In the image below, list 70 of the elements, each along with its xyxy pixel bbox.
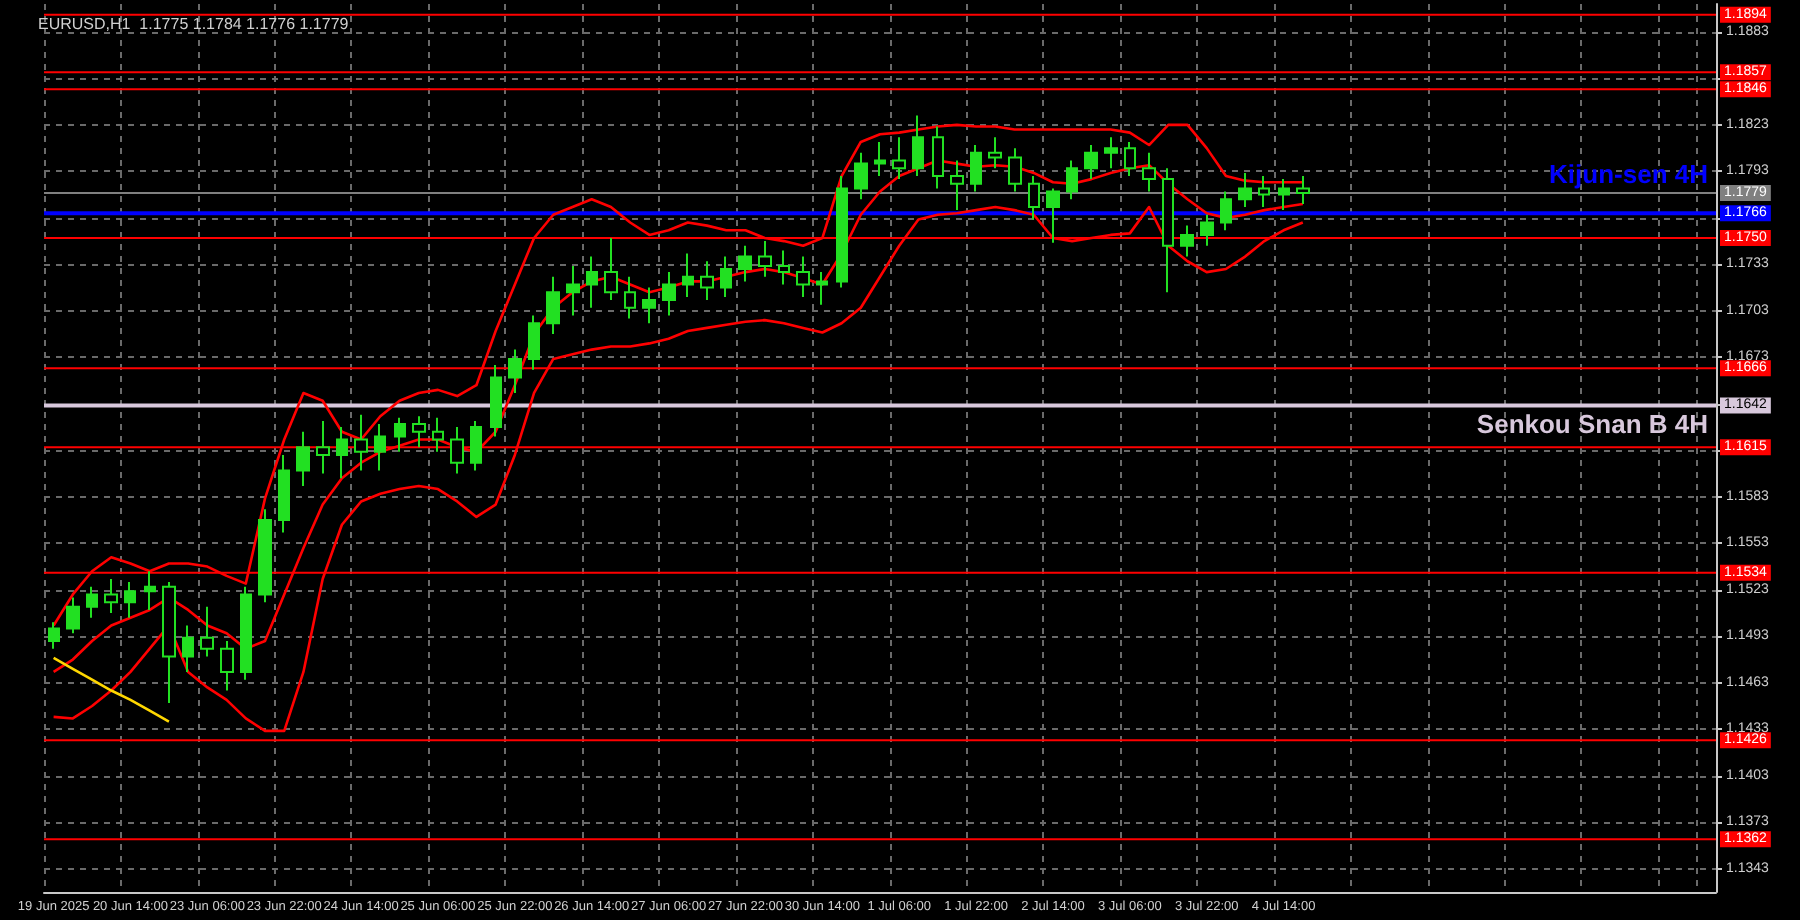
candlestick	[220, 639, 234, 692]
candlestick	[104, 577, 118, 615]
candlestick	[1028, 175, 1040, 221]
candlestick	[1238, 171, 1252, 209]
candlestick	[1124, 140, 1136, 178]
candlestick	[1296, 175, 1310, 205]
candlestick	[1084, 144, 1098, 181]
candlestick	[48, 621, 60, 650]
candlestick	[1046, 187, 1060, 244]
candlestick	[1220, 190, 1232, 232]
candlestick	[200, 605, 214, 658]
candlestick	[278, 453, 290, 534]
candlestick	[66, 596, 80, 635]
candlestick	[854, 151, 868, 201]
candlestick	[316, 419, 330, 475]
candlestick	[240, 585, 252, 681]
candlestick	[624, 275, 636, 320]
candlestick	[642, 286, 656, 325]
candlestick	[374, 422, 386, 472]
candlestick	[182, 624, 194, 673]
candlestick	[1142, 151, 1156, 193]
candlestick	[86, 585, 98, 619]
candlestick	[412, 415, 426, 449]
candlestick	[586, 255, 598, 309]
candlestick	[508, 348, 522, 394]
candlestick	[682, 252, 694, 298]
candlestick	[720, 255, 732, 298]
candlestick	[354, 413, 368, 472]
candlestick	[836, 175, 848, 289]
candlestick	[144, 570, 156, 611]
candlestick	[662, 271, 676, 317]
candlestick	[816, 271, 828, 306]
candlestick	[1066, 159, 1078, 201]
candlestick	[490, 364, 502, 438]
candlestick	[932, 125, 944, 190]
candlestick	[162, 581, 176, 704]
candlestick	[1278, 178, 1290, 212]
annotation: Kijun-sen 4H	[1549, 159, 1709, 190]
candlestick	[1162, 167, 1174, 294]
candlestick	[758, 240, 772, 278]
candlestick	[1008, 147, 1022, 193]
candlestick	[432, 416, 444, 453]
candlestick	[796, 255, 810, 298]
candlestick	[1200, 213, 1214, 247]
candlestick	[912, 114, 924, 178]
candlestick	[1180, 224, 1194, 258]
candlestick	[970, 144, 982, 193]
candlestick	[546, 275, 560, 336]
candlestick	[450, 426, 464, 475]
candlestick	[700, 260, 714, 301]
candlestick	[566, 264, 580, 317]
candlestick	[394, 416, 406, 453]
candlestick	[470, 419, 482, 472]
candlestick	[296, 430, 310, 487]
candlestick	[604, 237, 618, 301]
candlestick	[874, 140, 886, 178]
candlestick	[1104, 136, 1118, 170]
line-series	[52, 656, 171, 723]
candlestick	[892, 136, 906, 181]
candlestick	[738, 244, 752, 283]
candlestick	[258, 508, 272, 604]
candlestick	[1258, 175, 1270, 209]
candlestick	[528, 314, 540, 371]
candlestick	[778, 249, 790, 286]
text: EURUSD,H1 1.1775 1.1784 1.1776 1.1779	[38, 15, 350, 33]
annotation: Senkou Snan B 4H	[1476, 409, 1708, 440]
candlestick	[988, 136, 1002, 170]
candlestick	[336, 426, 348, 480]
candlestick	[124, 581, 136, 619]
candlestick	[950, 159, 964, 212]
